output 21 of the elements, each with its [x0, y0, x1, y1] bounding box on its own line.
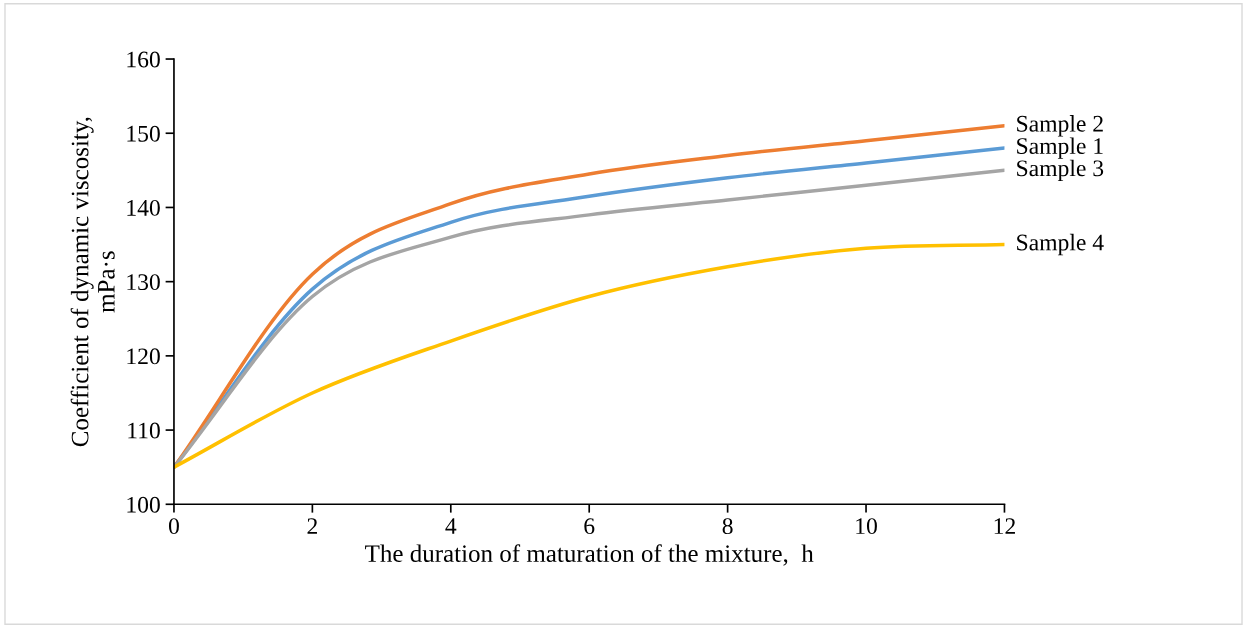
y-tick-label: 160 [127, 51, 160, 68]
y-tick-label: 130 [127, 274, 160, 291]
x-tick-label: 6 [584, 518, 595, 535]
y-axis-title: Coefficient of dynamic viscosity, mPa·s [70, 117, 115, 447]
series-label: Sample 3 [1017, 159, 1104, 182]
x-tick-label: 8 [722, 518, 733, 535]
y-tick-label: 120 [127, 348, 160, 365]
y-tick-label: 110 [128, 422, 160, 439]
x-tick-label: 4 [445, 518, 457, 534]
x-tick-label: 0 [168, 518, 179, 535]
x-axis-title: The duration of maturation of the mixture, h [365, 544, 814, 566]
y-tick-label: 100 [127, 496, 160, 513]
y-tick-label: 140 [127, 199, 160, 216]
x-tick-label: 2 [307, 518, 317, 534]
x-tick-label: 10 [856, 518, 877, 535]
series-label: Sample 2 [1017, 115, 1103, 137]
x-tick-label: 12 [994, 518, 1015, 534]
y-tick-label: 150 [127, 125, 160, 142]
series-label: Sample 4 [1017, 233, 1104, 256]
series-label: Sample 1 [1017, 137, 1103, 159]
line-series [173, 242, 1005, 469]
